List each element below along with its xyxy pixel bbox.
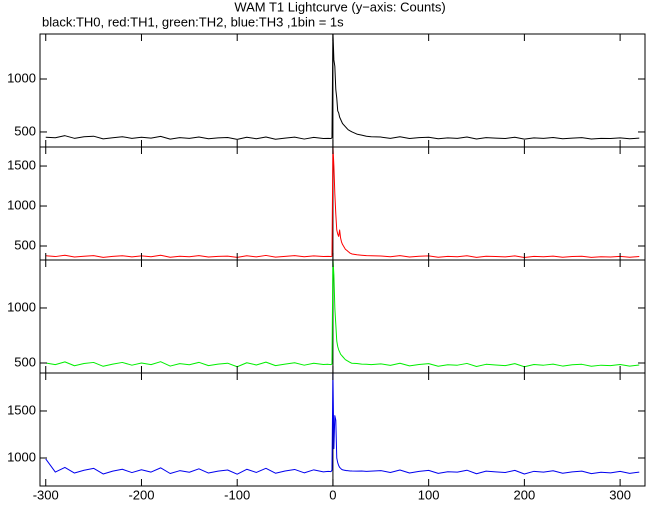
y-tick-label: 500 — [14, 123, 36, 138]
light-curve — [45, 34, 640, 140]
y-tick-label: 500 — [14, 354, 36, 369]
chart-subtitle: black:TH0, red:TH1, green:TH2, blue:TH3 … — [42, 14, 344, 29]
panel — [45, 147, 640, 260]
panel — [45, 34, 640, 147]
y-tick-label: 500 — [14, 237, 36, 252]
x-tick-label: -100 — [224, 487, 250, 502]
y-tick-label: 1500 — [7, 402, 36, 417]
panel-frame — [39, 146, 646, 261]
y-tick-label: 1000 — [7, 299, 36, 314]
x-tick-label: 100 — [418, 487, 440, 502]
panel-frame — [39, 33, 646, 148]
y-tick-label: 1000 — [7, 197, 36, 212]
light-curve — [45, 147, 640, 259]
y-tick-label: 1500 — [7, 157, 36, 172]
y-tick-label: 1000 — [7, 70, 36, 85]
x-tick-label: 0 — [329, 487, 336, 502]
panel — [45, 373, 640, 486]
x-tick-label: -300 — [33, 487, 59, 502]
x-tick-label: -200 — [128, 487, 154, 502]
x-tick-label: 300 — [609, 487, 631, 502]
chart-title: WAM T1 Lightcurve (y−axis: Counts) — [234, 0, 445, 14]
light-curve — [45, 373, 640, 475]
x-tick-label: 200 — [514, 487, 536, 502]
light-curve — [45, 260, 640, 368]
y-tick-label: 1000 — [7, 449, 36, 464]
panel — [45, 260, 640, 373]
panel-frame — [39, 372, 646, 487]
